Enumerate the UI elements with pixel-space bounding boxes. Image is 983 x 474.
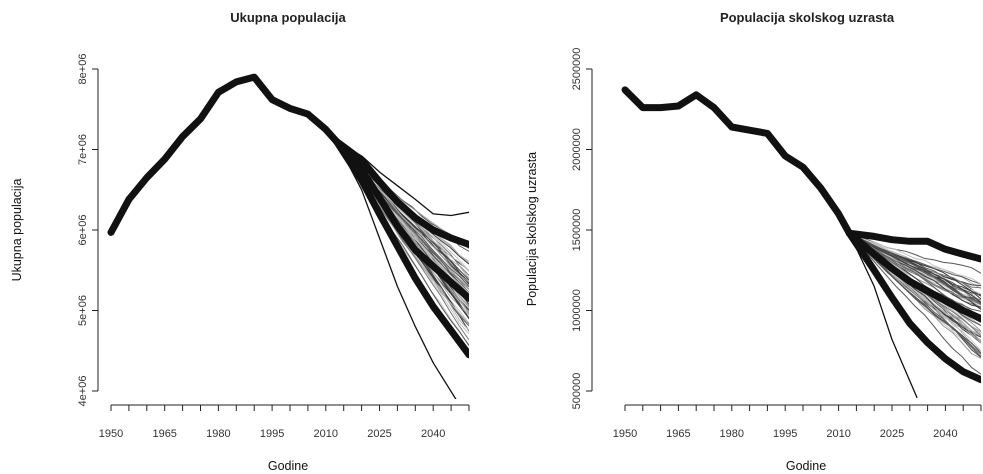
x-tick-label: 1980 [720,428,744,440]
y-axis: 500000 1000000 1500000 2000000 2500000 [571,48,593,410]
x-tick-label: 2040 [933,428,957,440]
x-tick-label: 1980 [206,428,230,440]
x-tick-label: 2010 [826,428,850,440]
historical-series-line [107,73,340,236]
projection-thin-line [849,232,981,285]
y-axis: 4e+06 5e+06 6e+06 7e+06 8e+06 [77,54,99,407]
projection-thick-line [333,137,469,359]
projection-thick-line [845,229,981,384]
projection-extreme-line [848,232,918,399]
chart-panel-total-population: Ukupna populacija Ukupna populacija Godi… [10,10,470,473]
y-tick-label: 6e+06 [77,215,89,246]
x-tick-label: 2025 [367,428,391,440]
main-lines [107,73,469,399]
y-tick-label: 5e+06 [77,295,89,326]
x-tick-label: 1950 [613,428,637,440]
y-tick-label: 500000 [571,373,583,410]
projection-thick-line [845,229,981,323]
y-tick-label: 1000000 [571,289,583,332]
projection-thick-line [845,229,981,263]
x-tick-label: 2040 [421,428,445,440]
y-tick-label: 8e+06 [77,54,89,85]
y-tick-label: 2500000 [571,48,583,91]
x-tick-label: 2010 [314,428,338,440]
x-tick-label: 1995 [260,428,284,440]
x-tick-label: 1965 [152,428,176,440]
y-axis-label: Ukupna populacija [10,179,24,282]
projection-extreme-line [335,140,457,399]
x-tick-label: 1995 [773,428,797,440]
projection-thick-line [333,137,469,248]
projection-thin-line [849,232,981,306]
projection-thin-line [848,232,981,375]
y-tick-label: 7e+06 [77,134,89,165]
x-axis-label: Godine [786,459,826,473]
main-lines [621,86,981,399]
projection-extreme-line [335,140,469,217]
y-axis-label: Populacija skolskog uzrasta [525,152,539,306]
chart-title: Ukupna populacija [230,10,346,25]
y-tick-label: 4e+06 [77,376,89,407]
x-axis-label: Godine [268,459,308,473]
x-axis: 1950 1965 1980 1995 2010 2025 2040 [99,404,470,440]
x-tick-label: 2025 [880,428,904,440]
y-tick-label: 1500000 [571,209,583,252]
chart-panel-school-age-population: Populacija skolskog uzrasta Populacija s… [525,10,982,473]
y-tick-label: 2000000 [571,128,583,171]
projection-thick-line [333,137,469,302]
projection-thin-line [849,232,981,301]
chart-title: Populacija skolskog uzrasta [720,10,895,25]
x-tick-label: 1965 [666,428,690,440]
x-axis: 1950 1965 1980 1995 2010 2025 2040 [613,404,982,440]
x-tick-label: 1950 [99,428,123,440]
projection-thin-line [849,232,981,305]
historical-series-line [621,86,853,237]
